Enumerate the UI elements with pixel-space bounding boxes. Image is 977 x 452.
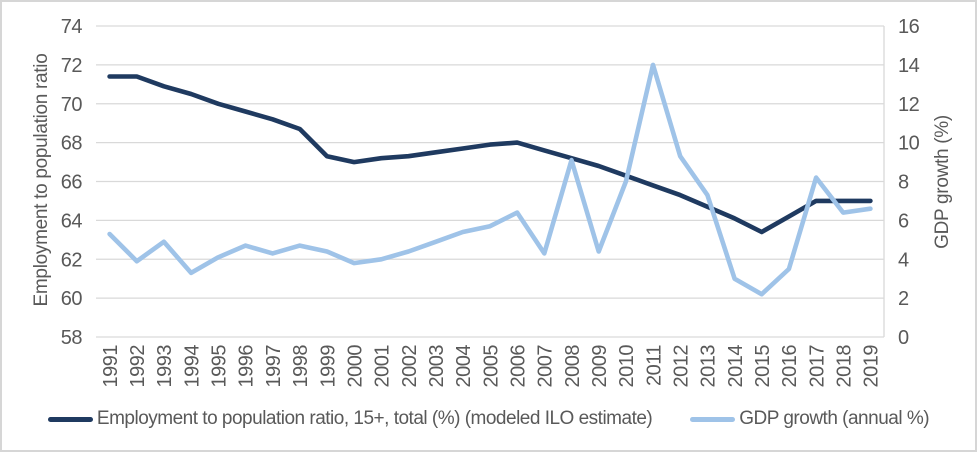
x-axis-tick: 2019 bbox=[861, 345, 883, 388]
right-axis-tick: 2 bbox=[898, 288, 909, 310]
legend-label-gdp-growth: GDP growth (annual %) bbox=[739, 408, 930, 429]
left-axis-tick: 66 bbox=[61, 172, 83, 194]
left-axis-tick: 60 bbox=[61, 288, 83, 310]
right-axis-tick: 8 bbox=[898, 172, 909, 194]
x-axis-tick: 1991 bbox=[100, 345, 122, 388]
x-axis-tick: 2006 bbox=[507, 345, 529, 388]
right-axis-tick: 0 bbox=[898, 327, 909, 349]
employment-series-swatch bbox=[47, 416, 93, 422]
x-axis-tick: 1998 bbox=[290, 345, 312, 388]
x-axis-tick: 2002 bbox=[399, 345, 421, 388]
right-axis-tick: 4 bbox=[898, 249, 909, 271]
x-axis-tick: 2011 bbox=[643, 345, 665, 386]
left-axis-tick: 70 bbox=[61, 94, 83, 116]
right-axis-tick: 16 bbox=[898, 16, 920, 38]
right-axis-tick: 12 bbox=[898, 94, 920, 116]
x-axis-tick: 2004 bbox=[453, 345, 475, 388]
left-axis-tick: 72 bbox=[61, 55, 83, 77]
x-axis-tick: 2001 bbox=[372, 345, 394, 388]
x-axis-tick: 2005 bbox=[480, 345, 502, 388]
x-axis-tick: 1996 bbox=[236, 345, 258, 388]
x-axis-tick: 2000 bbox=[344, 345, 366, 388]
x-axis-tick: 2007 bbox=[535, 345, 557, 388]
x-axis-tick: 1997 bbox=[263, 345, 285, 388]
gdp-series-swatch bbox=[690, 416, 736, 422]
right-axis-tick: 14 bbox=[898, 55, 920, 77]
x-axis-tick: 2009 bbox=[589, 345, 611, 388]
legend-item-gdp-growth: GDP growth (annual %) bbox=[690, 408, 930, 430]
x-axis-tick: 2017 bbox=[806, 345, 828, 388]
left-axis-tick: 74 bbox=[61, 16, 83, 38]
right-axis-tick: 10 bbox=[898, 133, 920, 155]
x-axis-tick: 1992 bbox=[127, 345, 149, 388]
left-axis-tick: 64 bbox=[61, 210, 83, 232]
series-line-employment-ratio bbox=[107, 74, 873, 235]
left-axis-title: Employment to population ratio bbox=[31, 53, 52, 307]
x-axis-tick: 2008 bbox=[562, 345, 584, 388]
x-axis-tick: 1994 bbox=[181, 345, 203, 388]
left-axis-tick: 68 bbox=[61, 133, 83, 155]
x-axis-tick: 2012 bbox=[671, 345, 693, 388]
legend-item-employment-ratio: Employment to population ratio, 15+, tot… bbox=[47, 408, 653, 430]
x-axis-tick: 2018 bbox=[834, 345, 856, 388]
legend: Employment to population ratio, 15+, tot… bbox=[2, 408, 975, 430]
x-axis-tick: 1999 bbox=[317, 345, 339, 388]
x-axis-tick: 1993 bbox=[154, 345, 176, 388]
x-axis-tick: 1995 bbox=[209, 345, 231, 388]
legend-label-employment-ratio: Employment to population ratio, 15+, tot… bbox=[96, 408, 653, 429]
series-line-gdp-growth bbox=[107, 62, 873, 297]
right-axis-title: GDP growth (%) bbox=[932, 115, 953, 249]
right-axis-tick: 6 bbox=[898, 210, 909, 232]
left-axis-tick: 62 bbox=[61, 249, 83, 271]
x-axis-tick: 2014 bbox=[725, 345, 747, 388]
x-axis-tick: 2003 bbox=[426, 345, 448, 388]
x-axis-tick: 2015 bbox=[752, 345, 774, 388]
x-axis-tick: 2010 bbox=[616, 345, 638, 388]
x-axis-tick: 2013 bbox=[698, 345, 720, 388]
left-axis-tick: 58 bbox=[61, 327, 83, 349]
x-axis-tick: 2016 bbox=[779, 345, 801, 388]
